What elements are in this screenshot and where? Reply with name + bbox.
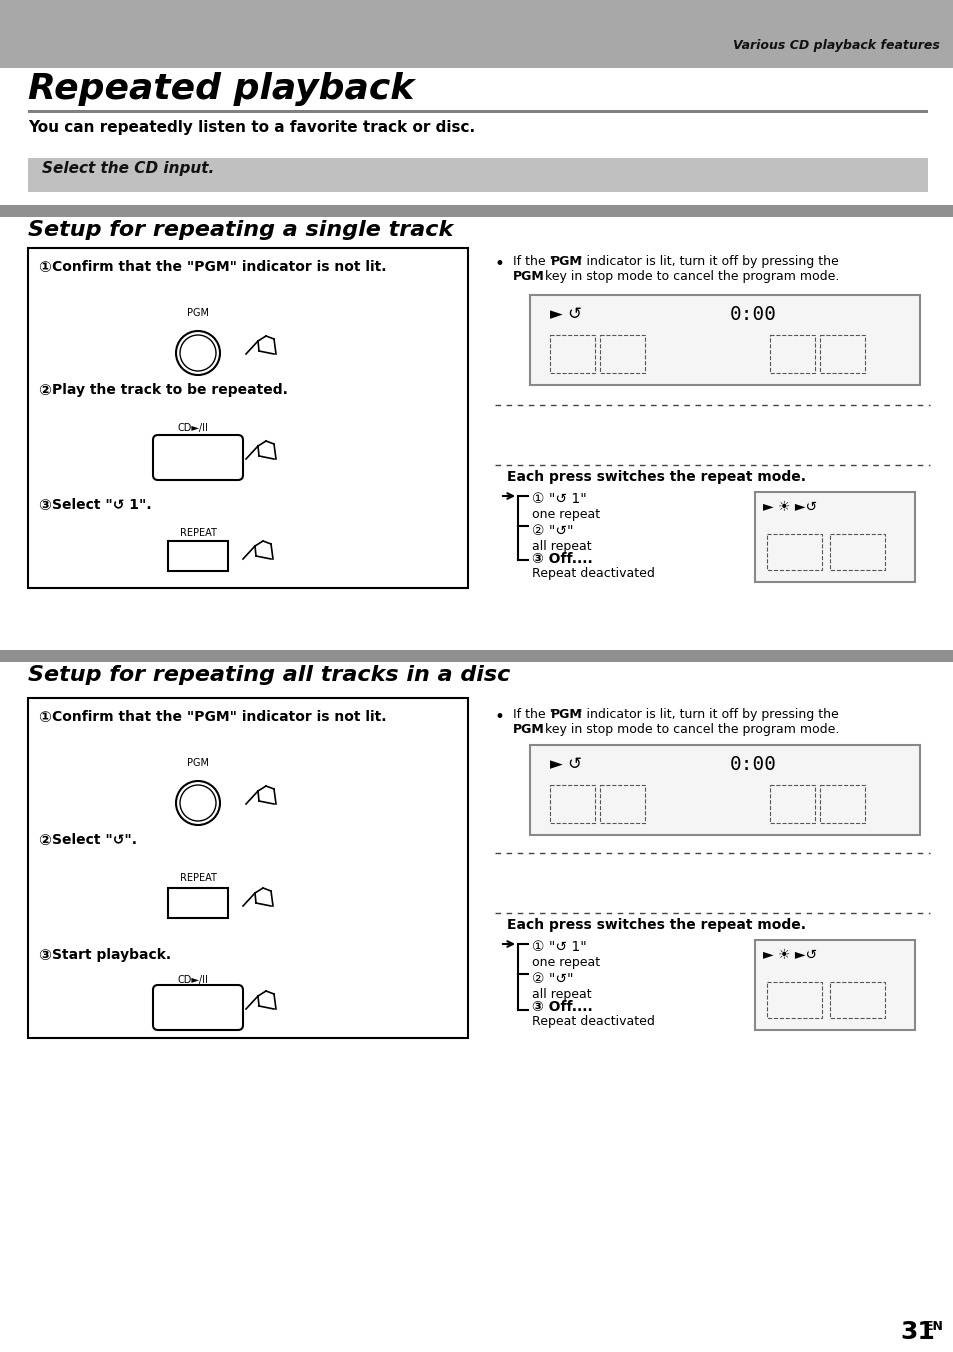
Text: PGM: PGM <box>513 723 544 735</box>
Bar <box>754 940 914 1030</box>
Text: Start playback.: Start playback. <box>52 948 171 963</box>
Text: ► ☀ ►↺: ► ☀ ►↺ <box>762 948 817 963</box>
Text: ③: ③ <box>38 498 51 512</box>
Text: Confirm that the "PGM" indicator is not lit.: Confirm that the "PGM" indicator is not … <box>52 710 386 725</box>
Text: ' indicator is lit, turn it off by pressing the: ' indicator is lit, turn it off by press… <box>578 256 838 268</box>
Bar <box>550 786 595 823</box>
Text: 31: 31 <box>899 1320 934 1344</box>
Text: •: • <box>495 708 504 726</box>
Text: Various CD playback features: Various CD playback features <box>732 39 939 51</box>
Text: Select "↺".: Select "↺". <box>52 833 137 846</box>
Bar <box>168 888 228 918</box>
Text: Repeat deactivated: Repeat deactivated <box>532 1015 654 1028</box>
Text: ② "↺": ② "↺" <box>532 525 573 538</box>
Text: ①: ① <box>38 710 51 725</box>
Text: ' indicator is lit, turn it off by pressing the: ' indicator is lit, turn it off by press… <box>578 708 838 721</box>
Text: ③ Off....: ③ Off.... <box>532 552 592 566</box>
Bar <box>769 786 814 823</box>
Text: one repeat: one repeat <box>532 508 599 521</box>
Text: key in stop mode to cancel the program mode.: key in stop mode to cancel the program m… <box>540 270 839 283</box>
Bar <box>28 110 927 114</box>
Text: one repeat: one repeat <box>532 956 599 969</box>
Text: Setup for repeating all tracks in a disc: Setup for repeating all tracks in a disc <box>28 665 510 685</box>
Bar <box>599 786 644 823</box>
Text: Repeated playback: Repeated playback <box>28 72 414 105</box>
Text: ③: ③ <box>38 948 51 963</box>
Text: PGM: PGM <box>513 270 544 283</box>
Bar <box>829 534 884 571</box>
Bar <box>820 786 864 823</box>
Bar <box>754 492 914 581</box>
Bar <box>766 534 821 571</box>
Text: ► ↺: ► ↺ <box>550 306 581 323</box>
Bar <box>766 982 821 1018</box>
Text: PGM: PGM <box>551 256 582 268</box>
Bar <box>168 541 228 571</box>
Text: •: • <box>495 256 504 273</box>
Text: ③ Off....: ③ Off.... <box>532 1000 592 1014</box>
Bar <box>530 745 919 836</box>
Text: PGM: PGM <box>551 708 582 721</box>
Text: ① "↺ 1": ① "↺ 1" <box>532 492 586 506</box>
Text: REPEAT: REPEAT <box>179 529 216 538</box>
Text: ②: ② <box>38 833 51 848</box>
Text: If the ': If the ' <box>513 708 553 721</box>
Text: all repeat: all repeat <box>532 539 591 553</box>
Text: ① "↺ 1": ① "↺ 1" <box>532 940 586 955</box>
Text: Repeat deactivated: Repeat deactivated <box>532 566 654 580</box>
Text: all repeat: all repeat <box>532 988 591 1000</box>
Text: You can repeatedly listen to a favorite track or disc.: You can repeatedly listen to a favorite … <box>28 120 475 135</box>
Bar <box>829 982 884 1018</box>
Text: EN: EN <box>924 1320 943 1333</box>
Text: 0:00: 0:00 <box>729 306 776 324</box>
Text: ①: ① <box>38 260 51 274</box>
Text: Play the track to be repeated.: Play the track to be repeated. <box>52 383 288 397</box>
Text: Select "↺ 1".: Select "↺ 1". <box>52 498 152 512</box>
Bar <box>599 335 644 373</box>
Text: Each press switches the repeat mode.: Each press switches the repeat mode. <box>506 918 805 932</box>
Bar <box>550 335 595 373</box>
Text: Select the CD input.: Select the CD input. <box>42 161 214 176</box>
Text: REPEAT: REPEAT <box>179 873 216 883</box>
Bar <box>769 335 814 373</box>
Text: ► ↺: ► ↺ <box>550 754 581 773</box>
Text: Setup for repeating a single track: Setup for repeating a single track <box>28 220 453 241</box>
Bar <box>28 247 468 588</box>
Text: ► ☀ ►↺: ► ☀ ►↺ <box>762 500 817 514</box>
Text: PGM: PGM <box>187 308 209 318</box>
Text: CD►/II: CD►/II <box>177 423 208 433</box>
Bar <box>0 650 953 662</box>
Bar <box>28 158 927 192</box>
Bar <box>0 206 953 218</box>
Bar <box>0 0 953 68</box>
Bar <box>28 698 468 1038</box>
Text: ②: ② <box>38 383 51 397</box>
Text: key in stop mode to cancel the program mode.: key in stop mode to cancel the program m… <box>540 723 839 735</box>
Text: CD►/II: CD►/II <box>177 975 208 986</box>
Text: Each press switches the repeat mode.: Each press switches the repeat mode. <box>506 470 805 484</box>
Text: Confirm that the "PGM" indicator is not lit.: Confirm that the "PGM" indicator is not … <box>52 260 386 274</box>
Text: ② "↺": ② "↺" <box>532 972 573 986</box>
Bar <box>820 335 864 373</box>
Text: PGM: PGM <box>187 758 209 768</box>
Bar <box>530 295 919 385</box>
Text: 0:00: 0:00 <box>729 754 776 773</box>
Text: If the ': If the ' <box>513 256 553 268</box>
